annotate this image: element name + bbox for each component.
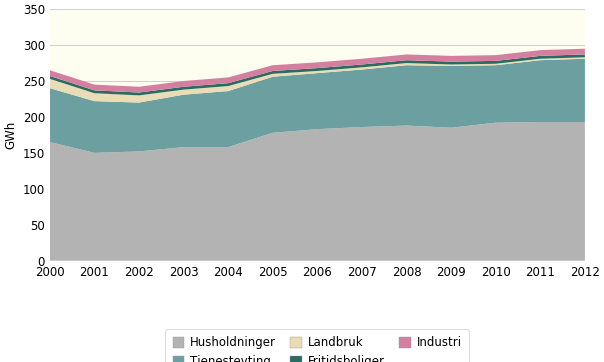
Legend: Husholdninger, Tjenesteyting, Landbruk, Fritidsboliger, Industri: Husholdninger, Tjenesteyting, Landbruk, … xyxy=(165,329,469,362)
Y-axis label: GWh: GWh xyxy=(4,121,17,149)
